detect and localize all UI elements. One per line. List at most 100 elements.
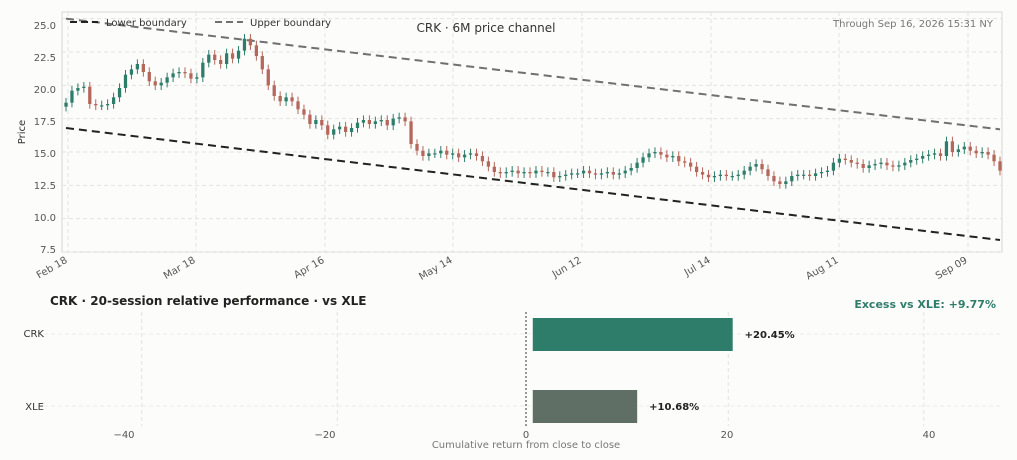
candle-body xyxy=(159,82,163,86)
candle-body xyxy=(671,156,675,158)
candle-body xyxy=(647,153,651,158)
candle-body xyxy=(736,174,740,176)
x-tick-label: Sep 09 xyxy=(934,255,970,282)
candle-body xyxy=(766,169,770,176)
candle-body xyxy=(76,88,80,91)
bar-value-label: +20.45% xyxy=(745,330,795,341)
candle-body xyxy=(272,85,276,96)
candle-body xyxy=(379,120,383,122)
price-chart-title: CRK · 6M price channel xyxy=(417,21,556,35)
candle-body xyxy=(165,77,169,83)
price-chart: 7.5 10.0 12.5 15.0 17.5 20.0 22.5 25.0 F… xyxy=(17,11,1003,283)
candle-body xyxy=(302,109,306,115)
candle-body xyxy=(718,174,723,176)
x-tick-label: 40 xyxy=(923,430,936,441)
candle-body xyxy=(129,69,134,75)
candle-body xyxy=(504,172,508,174)
candle-body xyxy=(623,170,627,174)
candle-body xyxy=(843,158,847,160)
candle-body xyxy=(207,54,211,63)
performance-gridlines xyxy=(44,312,1002,426)
candle-body xyxy=(510,170,514,172)
x-tick-label: 20 xyxy=(721,430,734,441)
candle-body xyxy=(236,50,241,59)
candle-body xyxy=(457,153,461,158)
bar-value-label: +10.68% xyxy=(649,402,699,413)
candle-body xyxy=(106,104,110,106)
candle-body xyxy=(153,81,157,86)
candle-body xyxy=(629,168,633,171)
candle-body xyxy=(314,120,318,124)
candle-body xyxy=(343,126,348,132)
candle-body xyxy=(897,165,901,167)
candle-body xyxy=(712,176,717,178)
candle-body xyxy=(326,125,330,135)
candle-body xyxy=(867,165,871,168)
candle-body xyxy=(189,73,193,79)
candle-body xyxy=(540,170,544,172)
candle-body xyxy=(528,172,532,174)
candle-body xyxy=(754,164,758,167)
candle-body xyxy=(992,154,996,162)
y-tick-label: 25.0 xyxy=(34,21,56,32)
candle-body xyxy=(570,173,574,175)
candle-body xyxy=(224,53,229,64)
candle-body xyxy=(373,121,377,124)
candle-body xyxy=(564,174,568,176)
candle-body xyxy=(760,164,764,170)
candle-body xyxy=(974,150,978,154)
legend-label-upper: Upper boundary xyxy=(250,18,331,29)
candle-body xyxy=(403,117,407,122)
candle-body xyxy=(742,170,746,175)
candle-body xyxy=(641,157,645,163)
candle-body xyxy=(581,170,586,174)
candle-body xyxy=(683,161,687,163)
candle-body xyxy=(195,77,199,79)
candle-body xyxy=(748,166,752,171)
excess-return-annotation: Excess vs XLE: +9.77% xyxy=(854,298,996,311)
candle-body xyxy=(486,161,491,167)
price-y-tick-labels: 7.5 10.0 12.5 15.0 17.5 20.0 22.5 25.0 xyxy=(34,21,56,256)
candle-body xyxy=(516,170,520,174)
candle-body xyxy=(944,141,949,156)
candle-body xyxy=(183,72,187,74)
candlesticks xyxy=(64,34,1002,189)
candle-body xyxy=(575,173,580,175)
category-label: XLE xyxy=(25,402,44,413)
price-chart-timestamp: Through Sep 16, 2026 15:31 NY xyxy=(832,19,994,30)
candle-body xyxy=(522,172,526,174)
candle-body xyxy=(355,122,360,128)
candle-body xyxy=(819,172,824,174)
candle-body xyxy=(700,172,705,175)
candle-body xyxy=(772,176,776,182)
candle-body xyxy=(254,45,259,56)
candle-body xyxy=(659,152,663,155)
price-y-axis-label: Price xyxy=(17,120,28,144)
candle-body xyxy=(980,152,984,154)
candle-body xyxy=(147,72,151,82)
x-tick-label: Jun 12 xyxy=(550,255,584,281)
candle-body xyxy=(724,174,728,176)
candle-body xyxy=(730,176,734,178)
y-tick-label: 20.0 xyxy=(34,85,56,96)
candle-body xyxy=(433,153,437,155)
candle-body xyxy=(338,126,342,130)
candle-body xyxy=(968,146,972,151)
performance-x-axis-label: Cumulative return from close to close xyxy=(432,440,620,451)
x-tick-label: −20 xyxy=(314,430,335,441)
candle-body xyxy=(248,38,253,46)
y-tick-label: 7.5 xyxy=(40,245,56,256)
candle-body xyxy=(64,102,68,107)
candle-body xyxy=(349,128,354,132)
category-label: CRK xyxy=(24,329,45,340)
candle-body xyxy=(790,176,794,182)
legend-label-lower: Lower boundary xyxy=(106,18,187,29)
candle-body xyxy=(802,174,806,176)
candle-body xyxy=(332,129,336,135)
candle-body xyxy=(296,101,300,110)
x-tick-label: −40 xyxy=(113,430,134,441)
candle-body xyxy=(653,152,657,154)
candle-body xyxy=(986,152,990,155)
candle-body xyxy=(926,154,931,156)
candle-body xyxy=(546,172,550,174)
